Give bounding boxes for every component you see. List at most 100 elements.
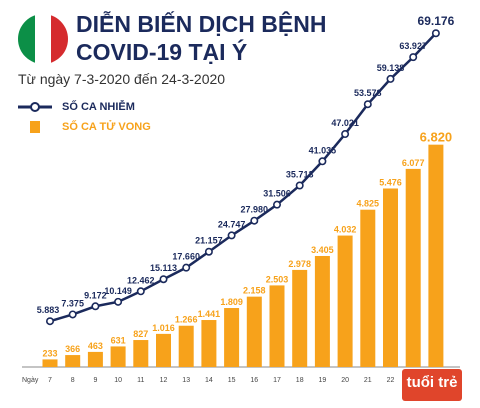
cases-point-label: 41.035: [309, 145, 337, 155]
date-range-subtitle: Từ ngày 7-3-2020 đến 24-3-2020: [18, 71, 226, 87]
death-bar-label: 4.032: [334, 225, 357, 235]
death-bar: [42, 359, 58, 367]
flag-green-stripe: [18, 14, 35, 64]
cases-point-label: 69.176: [418, 14, 455, 28]
cases-point: [91, 302, 100, 311]
flag-red-stripe: [51, 14, 68, 64]
death-bar-label: 233: [42, 348, 57, 358]
legend-line-dot-icon: [18, 102, 52, 112]
title-line-2: COVID-19 TẠI Ý: [76, 39, 248, 65]
cases-point: [182, 263, 191, 272]
tuoi-tre-logo: tuổi trẻ: [402, 369, 462, 401]
death-bar-label: 6.820: [420, 130, 453, 145]
legend-deaths-label: SỐ CA TỬ VONG: [62, 121, 151, 133]
x-tick-label: 9: [93, 377, 97, 384]
death-bar-label: 463: [88, 341, 103, 351]
x-tick-label: 7: [48, 377, 52, 384]
cases-point-label: 35.713: [286, 170, 314, 180]
cases-point: [386, 74, 395, 83]
legend-cases: SỐ CA NHIỄM: [18, 99, 135, 115]
cases-point: [250, 216, 259, 225]
x-tick-label: 21: [364, 377, 372, 384]
x-tick-label: 15: [228, 377, 236, 384]
death-bar-label: 366: [65, 344, 80, 354]
legend-deaths: SỐ CA TỬ VONG: [18, 119, 151, 135]
cases-point: [68, 310, 77, 319]
cases-point: [295, 181, 304, 190]
cases-point-label: 15.113: [150, 263, 177, 273]
death-bar-label: 2.158: [243, 286, 266, 296]
x-tick-label: 19: [319, 377, 327, 384]
cases-point: [227, 231, 236, 240]
cases-point: [409, 53, 418, 62]
death-bar: [110, 346, 126, 367]
x-tick-label: 17: [273, 377, 281, 384]
page-title: DIỄN BIẾN DỊCH BỆNH COVID-19 TẠI Ý: [76, 10, 326, 66]
x-tick-label: 20: [341, 377, 349, 384]
death-bar-label: 1.809: [220, 297, 243, 307]
death-bar-label: 631: [111, 335, 126, 345]
cases-point: [114, 297, 123, 306]
death-bar: [224, 308, 240, 367]
cases-point-label: 53.578: [354, 88, 382, 98]
cases-point: [318, 157, 327, 166]
x-tick-label: 13: [182, 377, 190, 384]
death-bar-label: 3.405: [311, 245, 334, 255]
x-tick-label: 8: [71, 377, 75, 384]
death-bar: [383, 188, 398, 367]
death-bar-label: 6.077: [402, 158, 425, 168]
legend-cases-label: SỐ CA NHIỄM: [62, 101, 135, 113]
death-bar: [156, 333, 171, 367]
death-bar-label: 5.476: [379, 177, 402, 187]
x-tick-label: 18: [296, 377, 304, 384]
cases-point: [204, 247, 213, 256]
cases-point-label: 21.157: [195, 236, 223, 246]
death-bar-label: 827: [133, 329, 148, 339]
cases-point: [136, 287, 145, 296]
cases-line: [49, 32, 437, 323]
cases-point-label: 9.172: [84, 290, 107, 300]
death-bar: [87, 351, 103, 367]
death-bar: [269, 285, 285, 367]
cases-point-label: 27.980: [241, 205, 269, 215]
death-bar: [246, 296, 262, 367]
legend-bar-icon: [30, 121, 40, 133]
death-bar: [292, 269, 308, 367]
cases-point-label: 47.021: [331, 118, 359, 128]
death-bar-label: 2.978: [288, 259, 311, 269]
cases-point-label: 63.927: [399, 41, 427, 51]
cases-point-label: 7.375: [61, 298, 84, 308]
cases-point-label: 24.747: [218, 219, 246, 229]
cases-point: [159, 275, 168, 284]
death-bar-label: 1.266: [175, 315, 198, 325]
x-tick-label: 22: [387, 377, 395, 384]
death-bar: [65, 355, 81, 367]
cases-point: [341, 130, 350, 139]
title-line-1: DIỄN BIẾN DỊCH BỆNH: [76, 11, 327, 37]
death-bar: [360, 209, 376, 367]
cases-point: [272, 200, 281, 209]
death-bar: [133, 340, 149, 367]
x-tick-label: 16: [250, 377, 258, 384]
cases-point-label: 5.883: [37, 305, 60, 315]
death-bar: [178, 325, 194, 367]
cases-point-label: 31.506: [263, 189, 291, 199]
x-tick-label: 10: [114, 377, 122, 384]
death-bar-label: 1.441: [198, 309, 221, 319]
x-tick-label: 14: [205, 377, 213, 384]
death-bar: [314, 255, 330, 367]
cases-point-label: 17.660: [172, 252, 200, 262]
cases-point-label: 10.149: [104, 286, 132, 296]
x-tick-label: 12: [160, 377, 168, 384]
cases-point: [363, 100, 372, 109]
death-bar-label: 2.503: [266, 274, 289, 284]
italy-flag-icon: [18, 14, 68, 64]
x-tick-label: 11: [137, 377, 144, 384]
cases-point-label: 12.462: [127, 275, 155, 285]
death-bar: [201, 320, 217, 367]
death-bar: [405, 168, 421, 367]
death-bar: [428, 144, 444, 367]
cases-point: [45, 317, 54, 326]
death-bar: [337, 235, 353, 367]
